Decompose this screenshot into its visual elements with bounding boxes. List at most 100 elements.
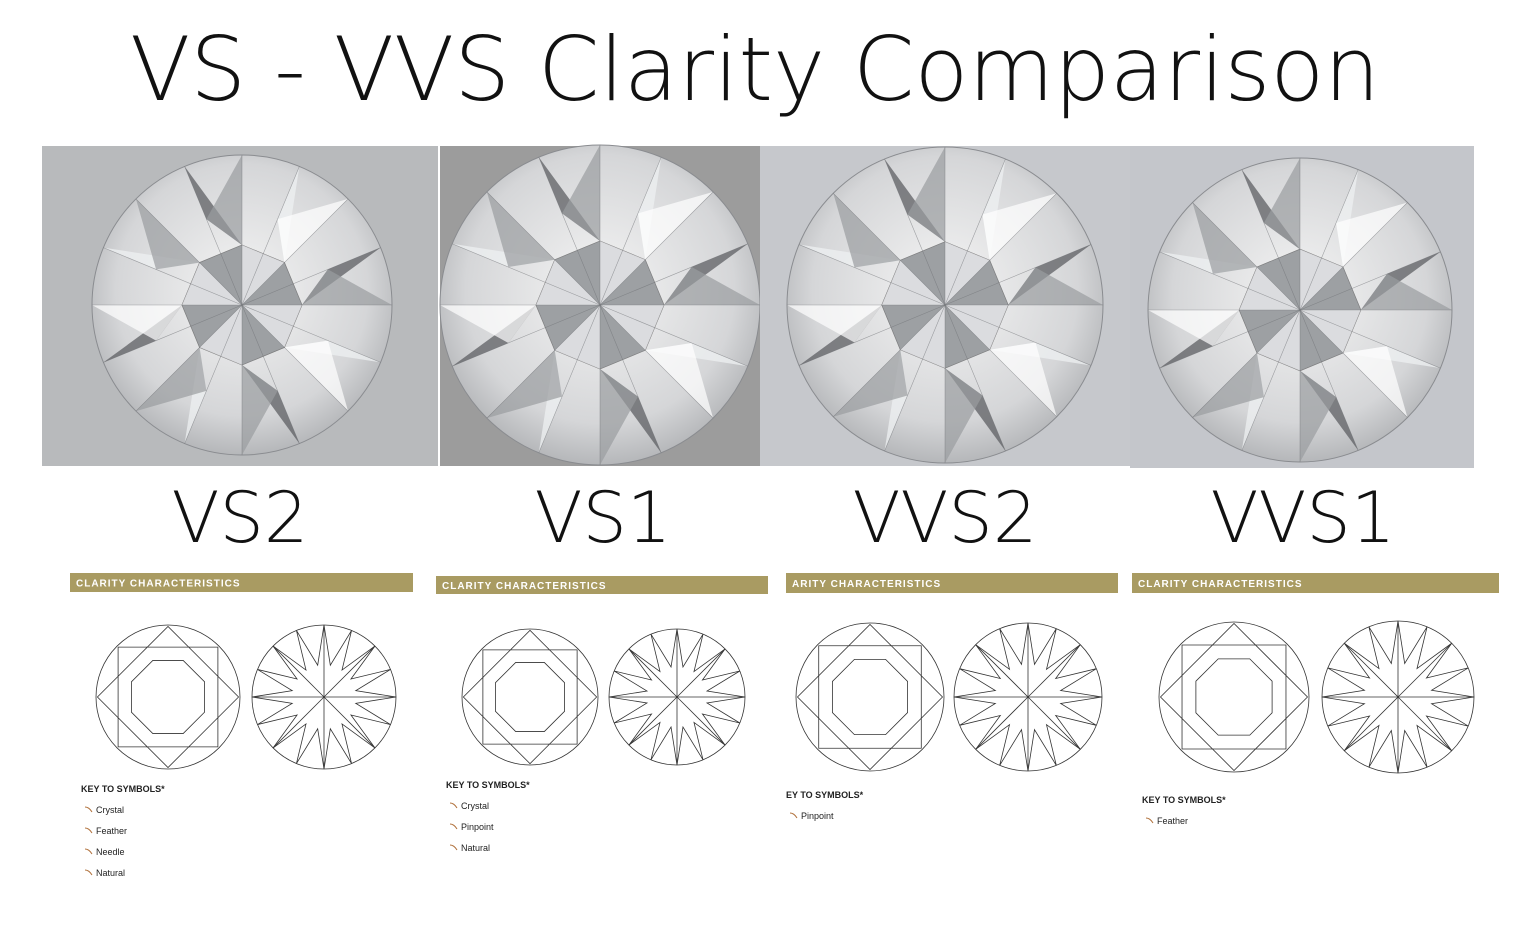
facet <box>452 305 536 367</box>
crown-outline <box>1158 621 1310 773</box>
facet-edge <box>1192 309 1301 418</box>
facet <box>945 241 990 305</box>
facet-edge <box>135 198 243 306</box>
key-item: Feather <box>1157 816 1188 826</box>
facet <box>787 305 882 343</box>
diamond-photo <box>1130 146 1474 468</box>
facet <box>1192 202 1258 274</box>
facet <box>182 262 242 305</box>
facet-edge <box>241 304 300 444</box>
facet <box>664 243 748 305</box>
facet <box>1300 267 1361 310</box>
facet-edge <box>241 166 300 306</box>
key-symbol <box>1145 817 1154 824</box>
key-item: Natural <box>461 843 490 853</box>
facet-edge <box>1299 251 1441 311</box>
facet <box>1239 267 1300 310</box>
facet <box>1159 310 1240 369</box>
facet <box>1148 310 1240 347</box>
facet <box>554 241 600 305</box>
facet <box>440 305 536 343</box>
facet <box>1300 310 1343 371</box>
diamond-photo <box>760 146 1130 466</box>
facet-edge <box>599 191 714 306</box>
facet <box>1360 273 1452 310</box>
pavilion-line <box>676 648 726 698</box>
facet <box>833 193 901 268</box>
facet <box>833 349 908 417</box>
facet-edge <box>184 166 243 306</box>
facet-edge <box>538 157 601 306</box>
key-title: EY TO SYMBOLS* <box>786 790 864 800</box>
facet-edge <box>944 193 1057 306</box>
facet-edge <box>1299 169 1359 311</box>
crown-square <box>482 649 578 745</box>
facet <box>1336 202 1408 268</box>
facet-edge <box>944 304 1057 417</box>
crown-square <box>1159 622 1309 772</box>
key-symbol <box>789 812 798 819</box>
pavilion-line <box>1397 642 1453 698</box>
key-symbol <box>449 844 458 851</box>
crown-square <box>796 623 944 771</box>
facet-edge <box>1241 169 1301 311</box>
key-symbol <box>84 848 93 855</box>
facet-edge <box>1299 202 1408 311</box>
facet-edge <box>599 304 748 367</box>
facet <box>242 305 285 365</box>
facet <box>907 147 945 242</box>
crown-table <box>831 658 909 736</box>
pavilion-line <box>323 645 376 698</box>
facet <box>637 191 714 260</box>
key-symbol <box>449 802 458 809</box>
facet-edge <box>135 304 243 412</box>
key-item: Pinpoint <box>801 811 834 821</box>
facet-edge <box>944 244 1092 306</box>
plot-header-bar <box>70 573 413 592</box>
key-item: Crystal <box>461 801 489 811</box>
key-symbol <box>449 823 458 830</box>
grade-label: VVS1 <box>1211 477 1396 559</box>
facet-edge <box>944 158 1006 306</box>
grade-label: VS1 <box>535 477 672 559</box>
facet-edge <box>944 304 1092 366</box>
facet-edge <box>103 247 243 306</box>
facet <box>600 305 664 351</box>
facet-edge <box>833 193 946 306</box>
plot-header: CLARITY CHARACTERISTICS <box>442 581 606 592</box>
facet-edge <box>1159 309 1301 369</box>
facet-edge <box>1299 309 1441 369</box>
key-item: Crystal <box>96 805 124 815</box>
facet <box>135 198 200 270</box>
facet <box>199 305 242 365</box>
pavilion-line <box>1397 696 1453 752</box>
facet <box>1257 249 1300 310</box>
facet <box>1360 251 1441 310</box>
facet <box>1263 158 1300 250</box>
facet <box>277 198 349 263</box>
pavilion-line <box>1343 696 1399 752</box>
pavilion-line <box>676 696 726 746</box>
facet <box>562 145 600 241</box>
key-title: KEY TO SYMBOLS* <box>1142 795 1226 805</box>
facet <box>242 365 278 455</box>
facet <box>182 305 242 348</box>
facet-edge <box>1299 309 1408 418</box>
facet-edge <box>798 244 946 306</box>
key-item: Natural <box>96 868 125 878</box>
pavilion-line <box>1343 642 1399 698</box>
facet <box>199 245 242 305</box>
facet <box>600 259 664 305</box>
plot-header: CLARITY CHARACTERISTICS <box>1138 579 1302 590</box>
facet-edge <box>241 304 381 363</box>
pavilion-line <box>1027 696 1081 750</box>
pavilion-line <box>323 696 376 749</box>
facet <box>92 305 182 341</box>
crown-square <box>462 629 598 765</box>
facet <box>881 260 945 305</box>
pavilion-line <box>272 696 325 749</box>
facet <box>302 247 381 305</box>
crown-table <box>131 660 205 734</box>
crown-square <box>96 625 240 769</box>
key-symbol <box>84 806 93 813</box>
